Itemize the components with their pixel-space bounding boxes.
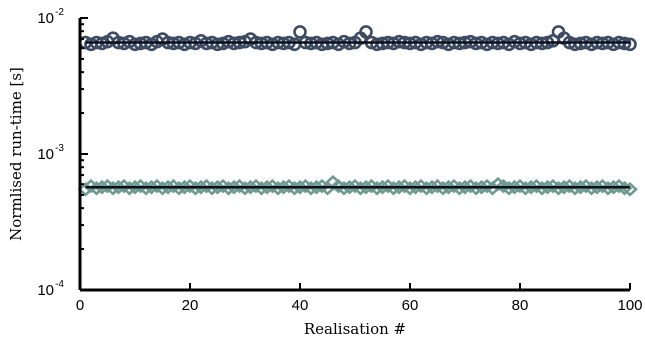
data-point [160, 179, 176, 195]
data-point [556, 179, 572, 195]
data-point [473, 179, 490, 195]
data-point [94, 179, 110, 195]
data-point [605, 179, 622, 195]
data-point [209, 179, 226, 195]
data-point [127, 179, 143, 195]
x-tick-label: 20 [182, 297, 199, 314]
data-point [407, 179, 424, 195]
data-point [176, 179, 193, 195]
axes [78, 18, 630, 292]
data-point [523, 179, 539, 195]
x-axis-label: Realisation # [304, 320, 406, 338]
data-point [293, 25, 307, 39]
data-point [424, 179, 440, 195]
y-tick-label: 10 [37, 146, 54, 163]
data-point [539, 179, 556, 195]
y-tick-label: 10 [37, 10, 54, 27]
x-tick-label: 60 [402, 297, 419, 314]
x-tick-label: 80 [512, 297, 529, 314]
y-axis-label: Normlised run-time [s] [7, 67, 25, 241]
y-tick-exponent: -4 [55, 279, 64, 290]
data-point [623, 37, 637, 52]
y-tick-exponent: -2 [55, 7, 64, 18]
x-tick-label: 0 [76, 297, 84, 314]
data-point [374, 179, 391, 195]
series-2 [77, 174, 638, 197]
data-point [506, 179, 523, 195]
data-point [226, 179, 242, 195]
data-point [259, 179, 275, 195]
data-point [589, 179, 605, 195]
x-tick-label: 40 [292, 297, 309, 314]
data-marks [77, 25, 638, 197]
y-tick-exponent: -3 [55, 143, 64, 154]
data-point [242, 179, 259, 195]
data-point [457, 179, 473, 195]
data-point [275, 179, 292, 195]
data-point [143, 179, 160, 195]
data-point [358, 179, 374, 195]
x-tick-label: 100 [617, 297, 642, 314]
data-point [572, 179, 589, 195]
data-point [110, 179, 127, 195]
data-point [359, 25, 373, 39]
data-point [341, 179, 358, 195]
data-point [292, 179, 308, 195]
data-point [308, 179, 325, 195]
series-1 [78, 25, 637, 52]
data-point [391, 179, 407, 195]
data-point [193, 179, 209, 195]
data-point [440, 179, 457, 195]
y-tick-label: 10 [37, 282, 54, 299]
